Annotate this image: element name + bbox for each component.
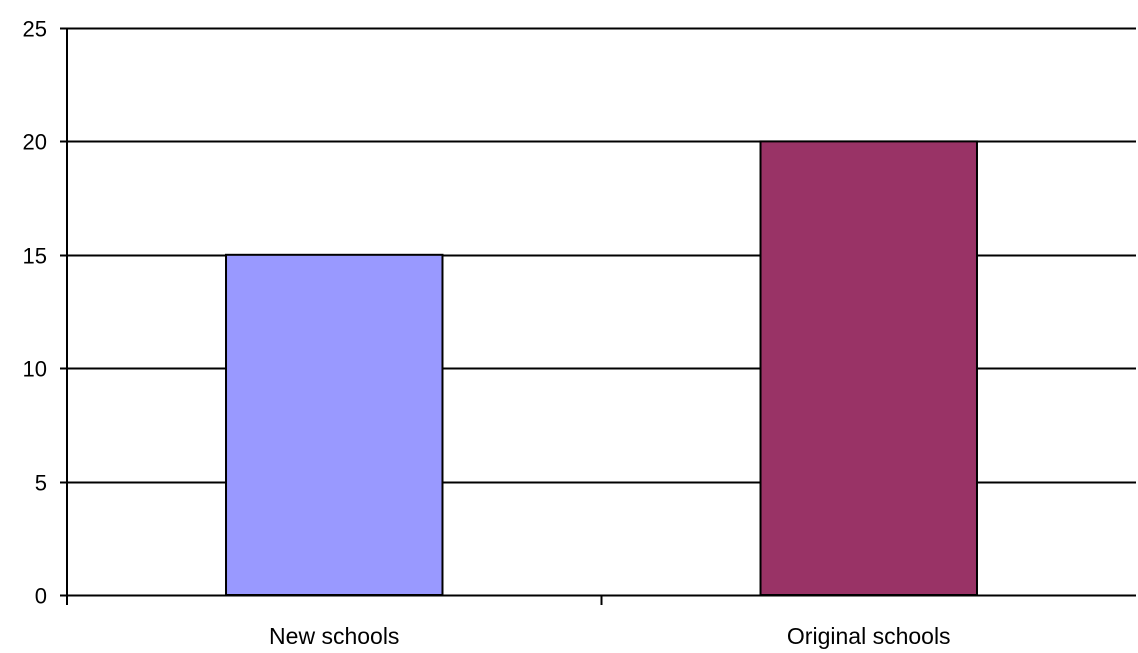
y-tick-label: 0 [35, 584, 47, 609]
y-tick-label: 25 [23, 17, 47, 42]
axes [60, 27, 1136, 605]
y-tick-label: 10 [23, 357, 47, 382]
y-axis-tick-labels: 0 5 10 15 20 25 [23, 17, 47, 609]
y-tick-label: 5 [35, 471, 47, 496]
bars [225, 140, 978, 597]
bar-original-schools [759, 140, 978, 596]
x-axis-category-labels: New schools Original schools [269, 623, 951, 649]
y-tick-label: 20 [23, 130, 47, 155]
x-category-label: Original schools [787, 623, 951, 649]
bar-new-schools [225, 253, 444, 597]
x-category-label: New schools [269, 623, 399, 649]
y-tick-label: 15 [23, 244, 47, 269]
